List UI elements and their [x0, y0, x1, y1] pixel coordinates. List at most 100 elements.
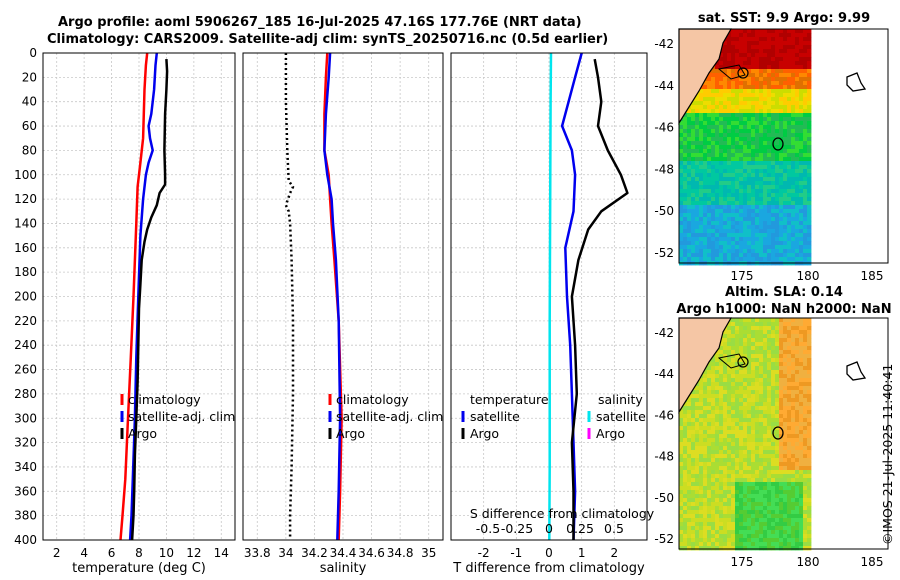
sla-map-title-line1: Altim. SLA: 0.14	[725, 285, 843, 300]
imos-watermark: ©IMOS 21-Jul-2025 11:40:41	[880, 364, 895, 545]
figure-title-line1: Argo profile: aoml 5906267_185 16-Jul-20…	[58, 15, 582, 30]
map-lat-tick: -52	[654, 532, 674, 546]
x-tick-label: 2	[53, 546, 61, 560]
map-lon-tick: 180	[797, 269, 820, 283]
sla-map-title-line2: Argo h1000: NaN h2000: NaN	[676, 302, 891, 317]
x-tick-label: 34.6	[358, 546, 385, 560]
x-tick-label: 10	[159, 546, 174, 560]
salinity-diff-tick-label: 0.25	[566, 521, 594, 536]
series-line-salinity-satellite	[548, 52, 553, 541]
x-axis-label: T difference from climatology	[452, 561, 645, 576]
map-altim_sla_map: -42 -44 -46 -48 -50 -52 175 180 185 Altim. SLA: 0…	[654, 285, 891, 569]
series-line-temperature-argo	[570, 58, 629, 540]
map-lat-tick: -44	[654, 79, 674, 93]
x-tick-label: 34.4	[330, 546, 357, 560]
x-tick-label: 34.8	[387, 546, 414, 560]
map-lat-tick: -48	[654, 162, 674, 176]
x-tick-label: -1	[510, 546, 522, 560]
land-mass	[678, 28, 733, 126]
legend-label: satellite-adj. clim	[336, 409, 443, 424]
depth-tick-label: 60	[22, 119, 37, 133]
map-lon-tick: 185	[861, 555, 884, 569]
island	[737, 67, 749, 79]
series-line-satellite-adj-clim	[323, 52, 342, 541]
island	[772, 426, 784, 440]
plot-frame	[42, 52, 236, 541]
panel-difference: -2 -1 0 1 2T difference from climatology temp…	[450, 52, 655, 576]
depth-tick-label: 320	[14, 436, 37, 450]
map-cells	[679, 318, 812, 551]
map-lat-tick: -46	[654, 408, 674, 422]
map-lat-tick: -42	[654, 326, 674, 340]
depth-tick-label: 200	[14, 290, 37, 304]
island	[772, 137, 784, 151]
legend-label: Argo	[596, 426, 625, 441]
island	[737, 356, 749, 368]
series-line-climatology	[323, 52, 343, 541]
island	[846, 72, 867, 92]
x-tick-label: 34.2	[301, 546, 328, 560]
depth-tick-label: 100	[14, 168, 37, 182]
coastline	[717, 64, 746, 80]
depth-tick-label: 80	[22, 143, 37, 157]
map-frame	[678, 28, 889, 264]
map-lat-tick: -52	[654, 246, 674, 260]
depth-tick-label: 220	[14, 314, 37, 328]
island	[846, 361, 867, 381]
x-tick-label: -2	[478, 546, 490, 560]
panel-temperature: 0 20 40 60 80 100 120 140 160 180 200 220 240 260 280 3…	[14, 46, 236, 576]
figure-title-line2: Climatology: CARS2009. Satellite-adj cli…	[47, 32, 609, 47]
depth-tick-label: 120	[14, 192, 37, 206]
series-line-satellite-adj-clim	[128, 52, 159, 541]
salinity-diff-tick-label: 0.5	[604, 521, 624, 536]
sst-map-title: sat. SST: 9.9 Argo: 9.99	[698, 11, 870, 26]
x-tick-label: 12	[186, 546, 201, 560]
x-tick-label: 33.8	[244, 546, 271, 560]
x-tick-label: 4	[80, 546, 88, 560]
legend-label: climatology	[128, 392, 201, 407]
depth-tick-label: 400	[14, 533, 37, 547]
map-lat-tick: -50	[654, 491, 674, 505]
map-sat_sst_map: -42 -44 -46 -48 -50 -52 175 180 185 sat. SST: 9.9…	[654, 11, 889, 283]
map-lon-tick: 175	[731, 269, 754, 283]
legend-label: satellite	[470, 409, 520, 424]
salinity-diff-tick-label: -0.25	[501, 521, 533, 536]
legend-label: Argo	[336, 426, 365, 441]
depth-tick-label: 340	[14, 460, 37, 474]
depth-tick-label: 140	[14, 216, 37, 230]
map-lon-tick: 180	[797, 555, 820, 569]
x-tick-label: 34	[278, 546, 293, 560]
x-axis-label: salinity	[320, 561, 367, 576]
legend-label: Argo	[128, 426, 157, 441]
salinity-diff-axis-label: S difference from climatology	[470, 506, 655, 521]
legend-label: Argo	[470, 426, 499, 441]
map-lat-tick: -44	[654, 367, 674, 381]
map-frame	[678, 317, 889, 550]
salinity-diff-tick-label: -0.5	[476, 521, 500, 536]
series-line-argo	[130, 59, 169, 541]
map-lon-tick: 175	[731, 555, 754, 569]
series-line-argo	[284, 53, 295, 540]
panel-salinity: 33.8 34 34.2 34.4 34.6 34.8 35 salinity climatol…	[242, 52, 444, 576]
plot-frame	[242, 52, 444, 541]
x-tick-label: 1	[578, 546, 586, 560]
legend-label: satellite	[596, 409, 646, 424]
depth-tick-label: 160	[14, 241, 37, 255]
depth-tick-label: 260	[14, 363, 37, 377]
coastline	[717, 353, 746, 369]
legend-title-salinity: salinity	[598, 392, 643, 407]
depth-tick-label: 180	[14, 265, 37, 279]
x-axis-label: temperature (deg C)	[72, 561, 206, 576]
depth-tick-label: 280	[14, 387, 37, 401]
x-tick-label: 14	[214, 546, 229, 560]
depth-tick-label: 20	[22, 70, 37, 84]
legend-title-temperature: temperature	[470, 392, 549, 407]
map-lat-tick: -48	[654, 450, 674, 464]
depth-tick-label: 240	[14, 338, 37, 352]
depth-tick-label: 0	[29, 46, 37, 60]
x-tick-label: 35	[421, 546, 436, 560]
x-tick-label: 0	[545, 546, 553, 560]
map-lon-tick: 185	[861, 269, 884, 283]
depth-tick-label: 300	[14, 411, 37, 425]
legend-label: satellite-adj. clim	[128, 409, 235, 424]
